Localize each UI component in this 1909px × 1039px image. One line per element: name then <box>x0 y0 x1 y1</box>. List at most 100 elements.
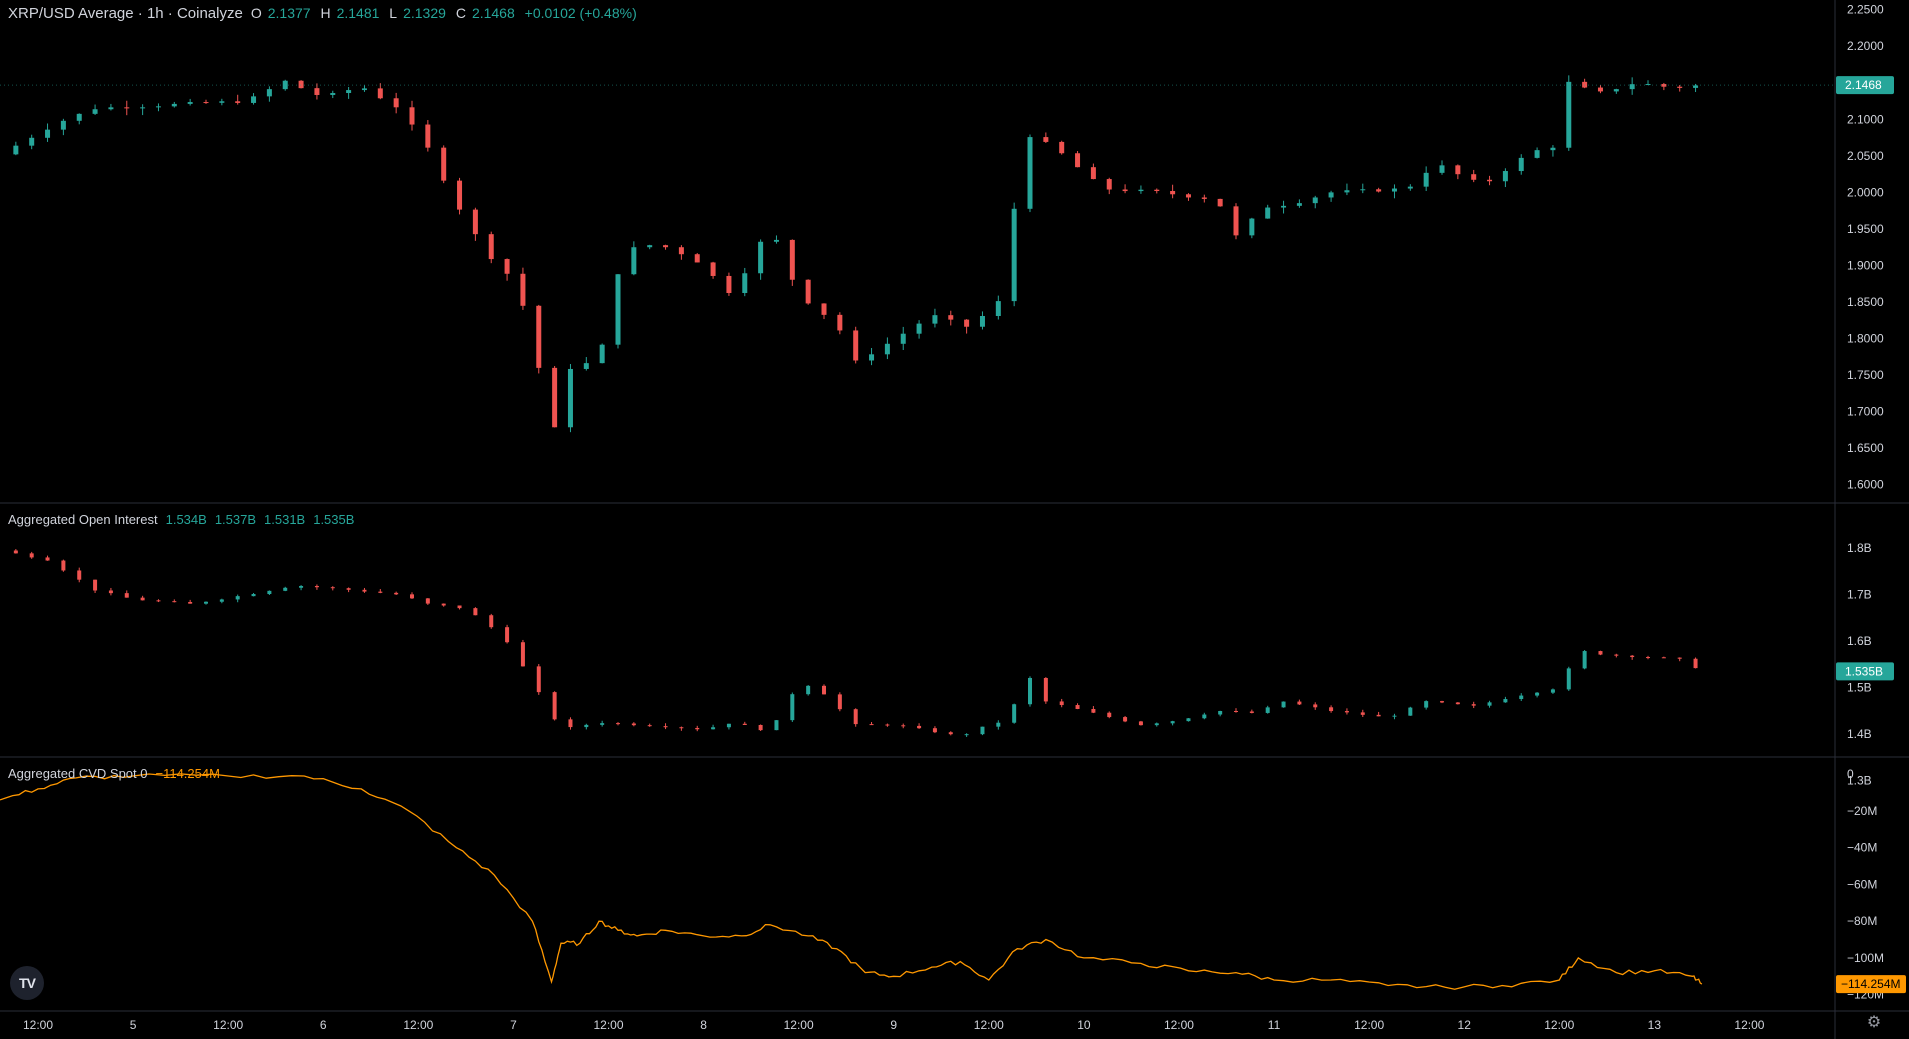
oi-candle <box>679 727 684 729</box>
oi-candle <box>93 579 98 591</box>
oi-candle <box>742 723 747 725</box>
change-value: +0.0102 (+0.48%) <box>524 5 637 21</box>
oi-low-value: 1.531B <box>264 512 306 527</box>
oi-candle <box>1154 723 1159 726</box>
oi-candle <box>917 725 922 729</box>
oi-candle <box>1424 701 1429 708</box>
price-candle <box>1201 197 1207 199</box>
price-candle <box>45 129 51 138</box>
oi-candle <box>13 550 18 554</box>
oi-candle <box>425 598 430 604</box>
time-axis-label: 8 <box>700 1018 707 1032</box>
oi-candle <box>790 694 795 721</box>
oi-candle <box>346 588 351 590</box>
cvd-axis-tick: 0 <box>1847 767 1854 781</box>
price-candle <box>805 279 811 304</box>
price-candle <box>758 241 764 274</box>
high-label: H <box>320 5 331 21</box>
tradingview-logo-icon[interactable]: TV <box>10 966 44 1000</box>
price-candle <box>773 239 779 242</box>
oi-candle <box>1519 695 1524 700</box>
time-axis-label: 7 <box>510 1018 517 1032</box>
price-candle <box>1106 179 1112 190</box>
oi-candle <box>901 725 906 727</box>
oi-candle <box>1360 712 1365 715</box>
price-legend-title[interactable]: XRP/USD Average · 1h · Coinalyze <box>8 5 243 22</box>
cvd-axis-tick: −80M <box>1847 914 1877 928</box>
price-candle <box>948 315 954 320</box>
cvd-value: −114.254M <box>155 766 220 781</box>
time-axis-label: 12:00 <box>1354 1018 1384 1032</box>
price-candle <box>520 273 526 306</box>
oi-legend: Aggregated Open Interest 1.534B 1.537B 1… <box>8 512 354 527</box>
oi-candle <box>29 553 34 558</box>
cvd-legend-title[interactable]: Aggregated CVD Spot 0 <box>8 766 148 781</box>
last-price-badge <box>1836 76 1894 95</box>
price-axis-tick: 2.2500 <box>1847 3 1884 17</box>
oi-candle <box>885 724 890 726</box>
price-candle <box>1471 174 1477 180</box>
price-axis-tick: 2.1000 <box>1847 112 1884 126</box>
price-candle <box>599 344 605 364</box>
oi-candle <box>1170 721 1175 724</box>
price-candle <box>377 88 383 99</box>
price-candle <box>1090 167 1096 180</box>
price-candle <box>1170 190 1176 195</box>
price-legend: XRP/USD Average · 1h · Coinalyze O 2.1377… <box>8 5 643 22</box>
price-axis-tick: 1.8000 <box>1847 332 1884 346</box>
time-axis-label: 12:00 <box>974 1018 1004 1032</box>
oi-candle <box>45 557 50 561</box>
oi-candle <box>172 601 177 603</box>
price-candle <box>631 247 637 275</box>
time-axis-label: 12:00 <box>593 1018 623 1032</box>
price-candle <box>678 247 684 255</box>
oi-legend-title[interactable]: Aggregated Open Interest <box>8 512 158 527</box>
oi-axis-tick: 1.6B <box>1847 634 1872 648</box>
price-candle <box>1566 81 1572 148</box>
oi-candle <box>1693 658 1698 669</box>
oi-candle <box>758 724 763 731</box>
price-candle <box>140 107 146 109</box>
oi-candle <box>1202 714 1207 719</box>
price-axis-tick: 2.0500 <box>1847 149 1884 163</box>
cvd-last-label: −114.254M <box>1841 977 1901 991</box>
oi-candle <box>552 692 557 720</box>
oi-candle <box>1614 654 1619 656</box>
price-axis-tick: 1.7500 <box>1847 368 1884 382</box>
time-axis-label: 12:00 <box>1734 1018 1764 1032</box>
gear-icon[interactable]: ⚙ <box>1866 1014 1882 1031</box>
price-candle <box>1455 165 1461 175</box>
oi-candle <box>1249 711 1254 713</box>
price-candle <box>1027 137 1033 209</box>
oi-candle <box>980 726 985 735</box>
price-candle <box>615 274 621 345</box>
close-value: 2.1468 <box>471 5 515 21</box>
price-candle <box>124 107 130 109</box>
oi-axis-tick: 1.7B <box>1847 588 1872 602</box>
price-axis-tick: 1.7000 <box>1847 405 1884 419</box>
price-candle <box>837 314 843 331</box>
cvd-last-badge <box>1836 975 1906 994</box>
oi-candle <box>600 723 605 725</box>
oi-candle <box>695 727 700 730</box>
open-value: 2.1377 <box>267 5 311 21</box>
price-candle <box>1423 172 1429 187</box>
low-label: L <box>389 5 398 21</box>
oi-candle <box>1186 718 1191 722</box>
price-candle <box>583 363 589 369</box>
oi-candle <box>1503 699 1508 703</box>
oi-candle <box>536 666 541 693</box>
price-axis-tick: 2.0000 <box>1847 185 1884 199</box>
oi-candle <box>1297 701 1302 705</box>
cvd-axis-tick: −100M <box>1847 951 1884 965</box>
oi-candle <box>188 601 193 604</box>
oi-candle <box>1091 708 1096 713</box>
price-candle <box>1043 137 1049 142</box>
price-candle <box>995 301 1001 317</box>
time-axis-label: 6 <box>320 1018 327 1032</box>
price-candle <box>1059 141 1065 154</box>
price-candle <box>60 120 66 130</box>
